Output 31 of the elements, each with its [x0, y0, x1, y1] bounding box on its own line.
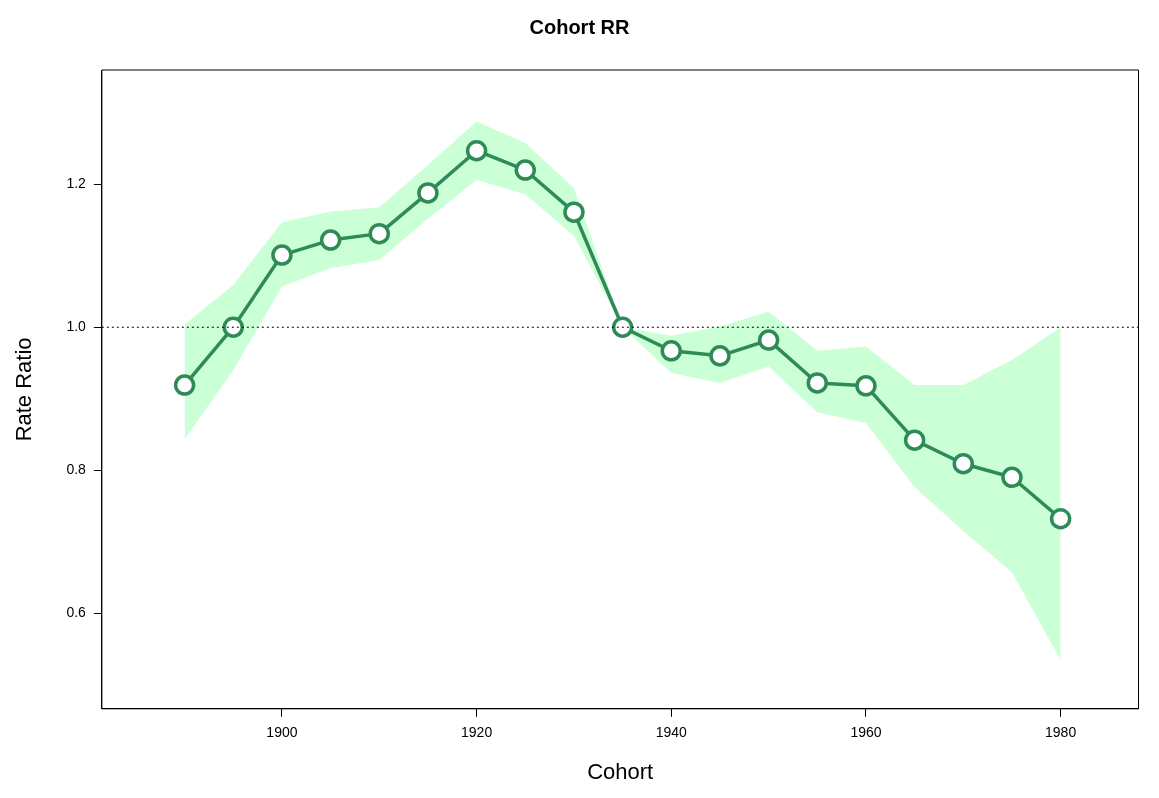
x-tick-label: 1920	[461, 724, 493, 741]
point	[903, 429, 926, 451]
point	[757, 329, 780, 351]
y-tick-label: 1.0	[66, 318, 87, 335]
point	[368, 222, 391, 245]
point	[952, 452, 975, 475]
x-tick-label: 1940	[655, 724, 688, 741]
y-tick-label: 1.2	[66, 175, 87, 192]
point	[319, 229, 342, 251]
x-axis-title: Cohort	[587, 758, 654, 784]
point	[1049, 507, 1072, 530]
x-tick-label: 1960	[850, 724, 882, 741]
point	[660, 340, 683, 362]
point	[709, 345, 731, 367]
point	[173, 374, 196, 396]
point	[806, 372, 829, 394]
point	[465, 139, 488, 162]
point	[271, 244, 293, 266]
point	[222, 316, 245, 338]
x-tick-label: 1900	[266, 724, 298, 741]
point	[417, 182, 439, 204]
y-axis-title: Rate Ratio	[11, 337, 37, 442]
x-tick-label: 1980	[1045, 724, 1077, 741]
y-tick-label: 0.6	[66, 603, 87, 620]
point	[1001, 466, 1023, 489]
chart-title: Cohort RR	[529, 15, 631, 38]
point	[563, 201, 585, 223]
point	[611, 316, 634, 338]
point	[514, 159, 537, 181]
point	[855, 375, 877, 397]
y-tick-label: 0.8	[66, 461, 87, 477]
